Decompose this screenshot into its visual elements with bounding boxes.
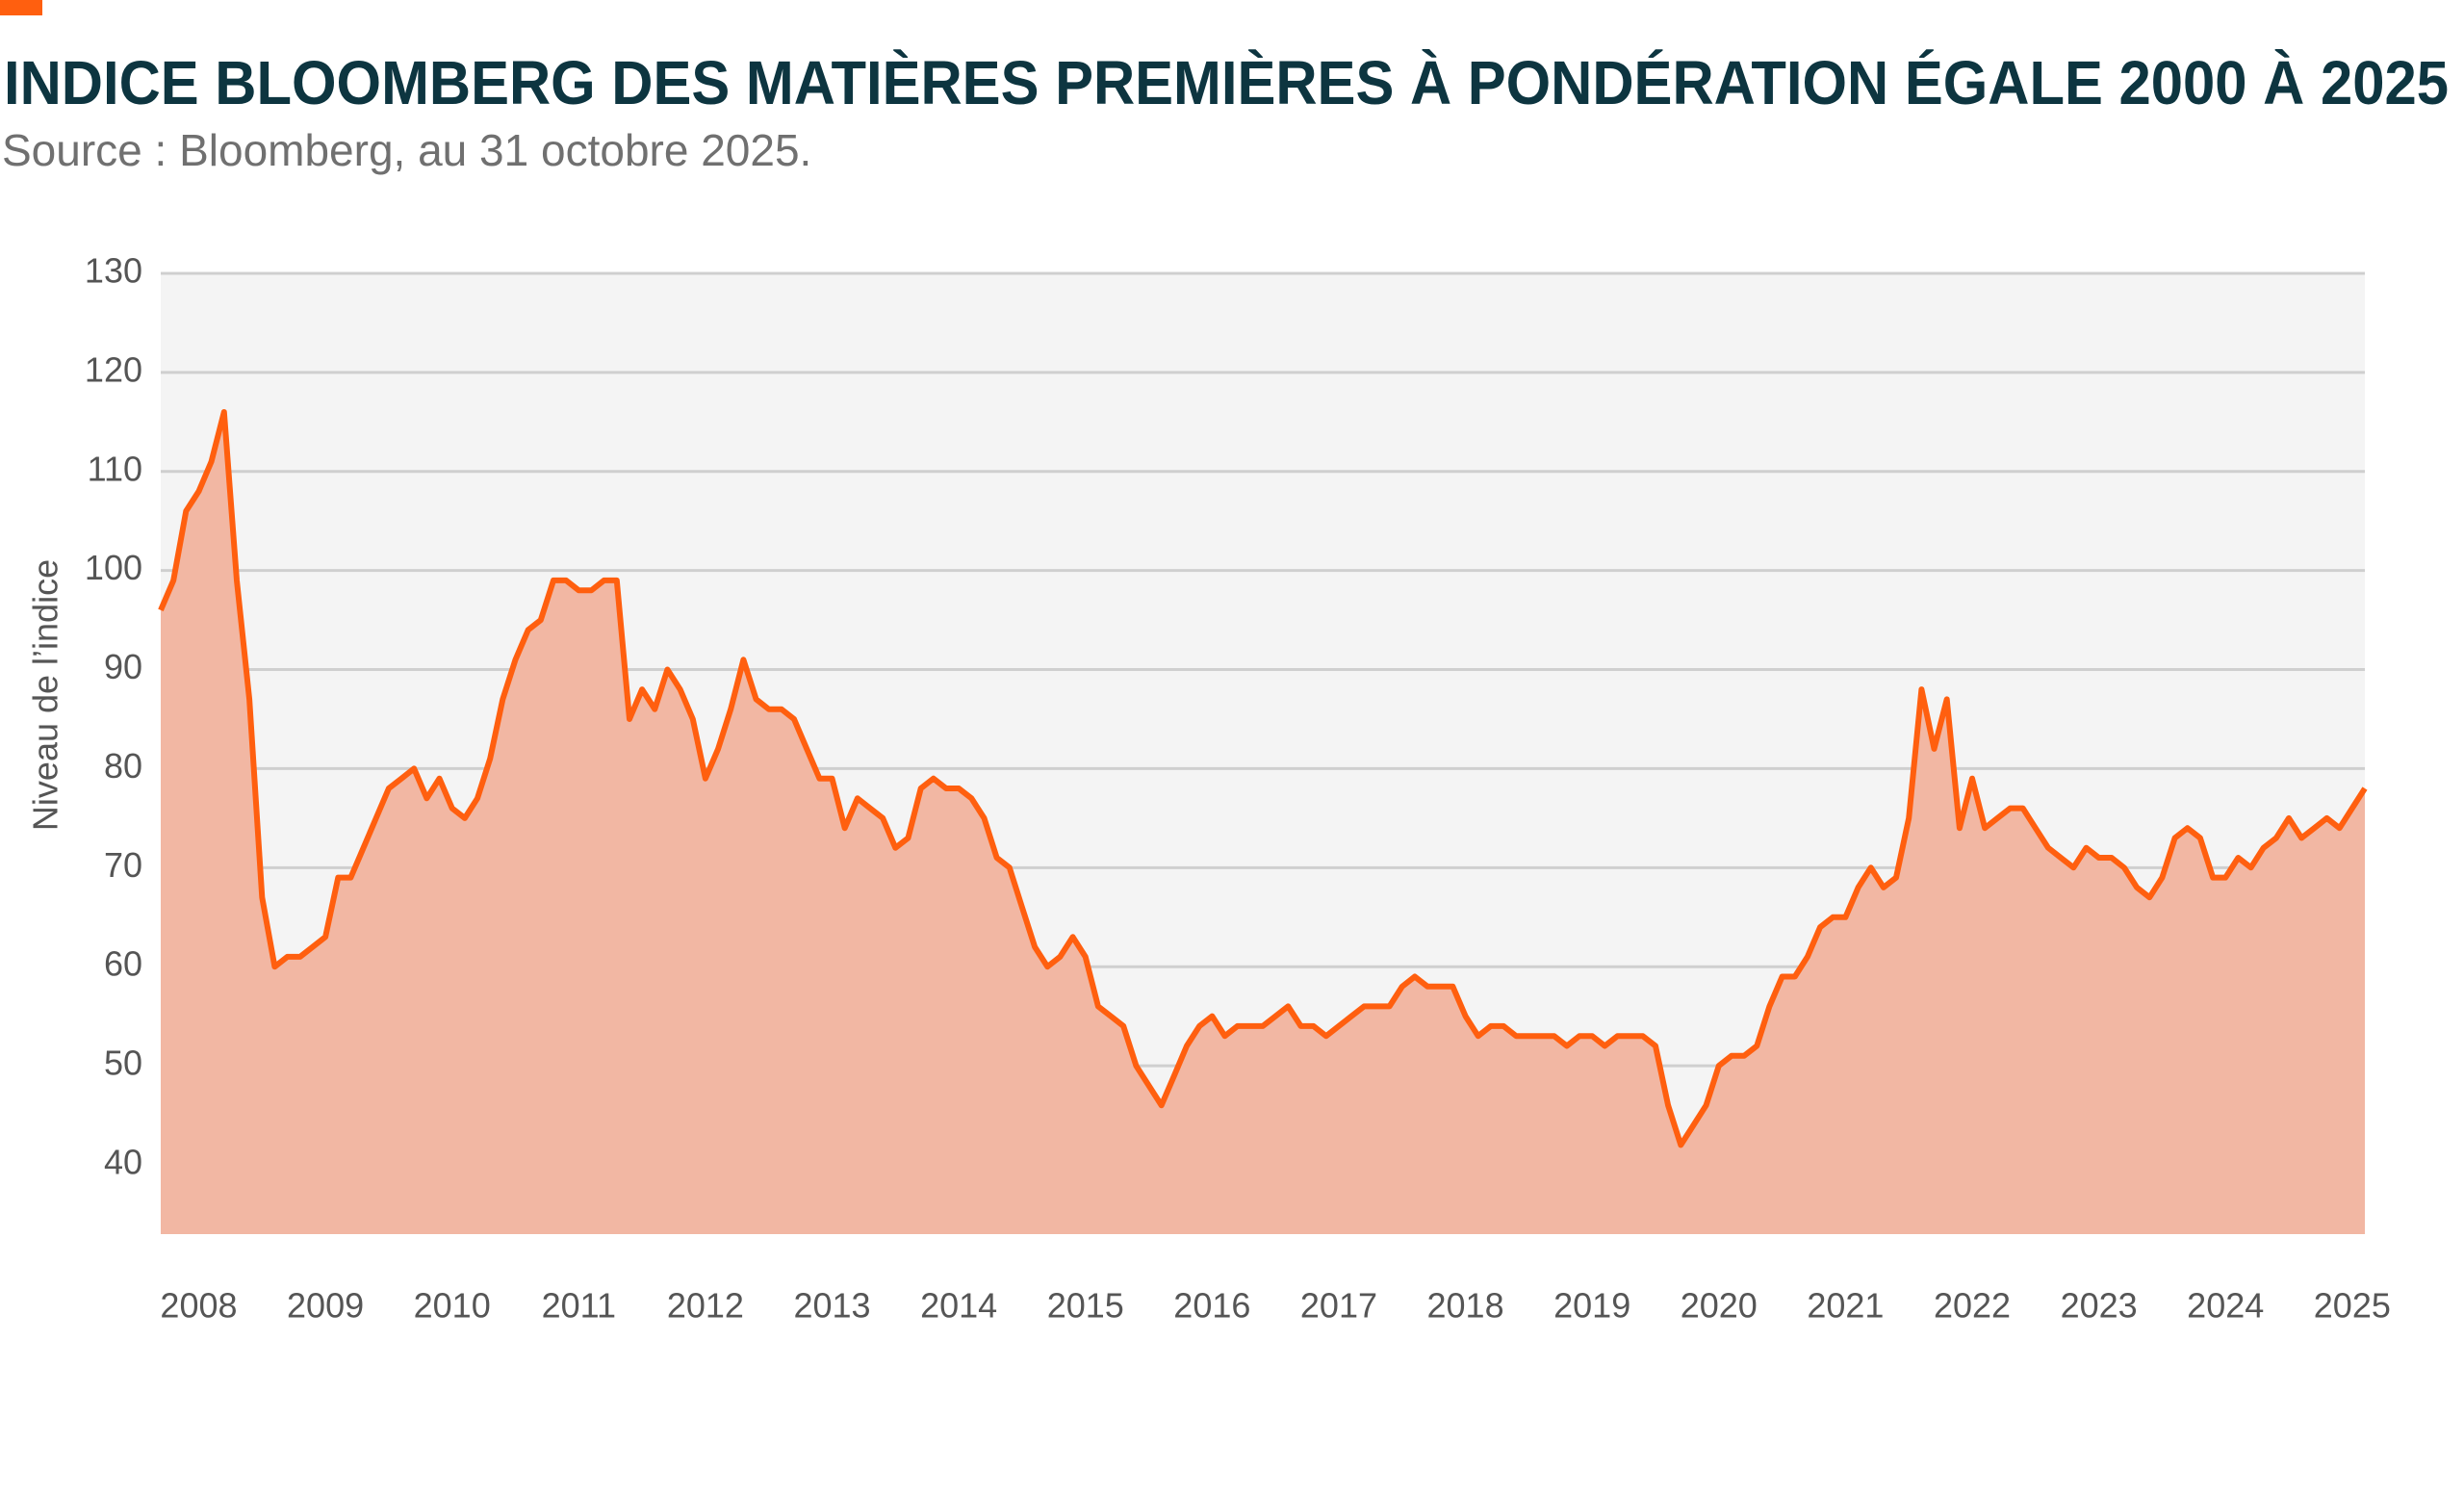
x-tick-label: 2024 — [2187, 1286, 2264, 1326]
y-tick-label: 90 — [104, 647, 142, 686]
chart-title: INDICE BLOOMBERG DES MATIÈRES PREMIÈRES … — [4, 48, 2449, 117]
x-tick-label: 2018 — [1427, 1286, 1504, 1326]
labels: 40 50 60 70 80 90 100 110 120 130 2008 2009 2010 2011… — [85, 251, 2391, 1326]
y-axis-label: Niveau de l’indice — [26, 559, 65, 831]
x-tick-label: 2016 — [1173, 1286, 1250, 1326]
x-tick-label: 2022 — [1934, 1286, 2011, 1326]
accent-bar — [0, 0, 42, 15]
x-tick-label: 2025 — [2314, 1286, 2391, 1326]
marks — [158, 409, 2368, 1234]
x-tick-label: 2021 — [1807, 1286, 1884, 1326]
x-tick-label: 2023 — [2061, 1286, 2138, 1326]
y-tick-label: 100 — [85, 548, 142, 587]
x-tick-label: 2012 — [667, 1286, 744, 1326]
x-tick-label: 2010 — [414, 1286, 491, 1326]
x-tick-label: 2011 — [542, 1286, 616, 1326]
y-tick-label: 60 — [104, 944, 142, 984]
y-tick-label: 130 — [85, 251, 142, 291]
y-tick-label: 50 — [104, 1044, 142, 1083]
x-tick-label: 2019 — [1553, 1286, 1630, 1326]
x-tick-label: 2020 — [1681, 1286, 1758, 1326]
x-tick-label: 2009 — [287, 1286, 364, 1326]
line — [158, 409, 2368, 1148]
y-tick-label: 110 — [88, 449, 142, 488]
x-tick-label: 2015 — [1047, 1286, 1124, 1326]
x-tick-label: 2008 — [160, 1286, 237, 1326]
y-tick-label: 70 — [104, 845, 142, 885]
y-tick-label: 120 — [85, 349, 142, 389]
area — [161, 412, 2365, 1234]
x-tick-label: 2013 — [793, 1286, 870, 1326]
x-tick-label: 2017 — [1300, 1286, 1377, 1326]
y-tick-label: 40 — [104, 1142, 142, 1181]
chart-subtitle: Source : Bloomberg, au 31 octobre 2025. — [2, 125, 811, 175]
y-tick-label: 80 — [104, 746, 142, 786]
x-tick-label: 2014 — [920, 1286, 997, 1326]
